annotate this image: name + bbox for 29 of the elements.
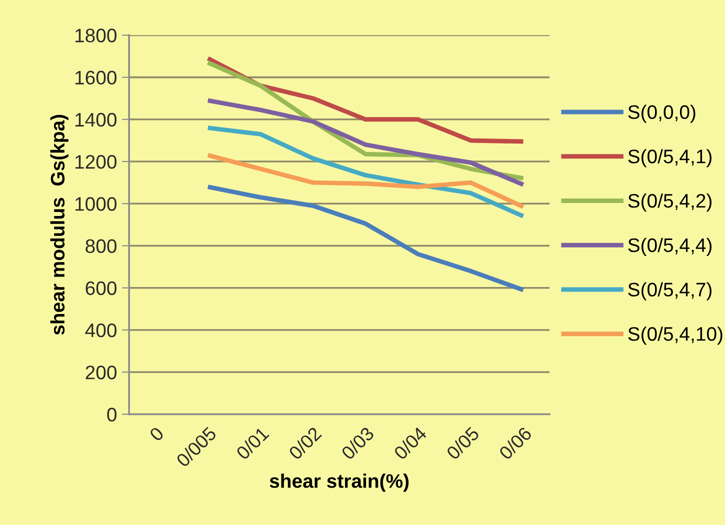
legend-label: S(0/5,4,4) (628, 238, 712, 256)
y-tick-label: 200 (86, 366, 116, 380)
y-tick-label: 800 (86, 239, 116, 253)
legend-label: S(0,0,0) (628, 104, 696, 123)
x-tick-label: 0/02 (288, 426, 322, 460)
x-tick-label: 0/05 (445, 426, 480, 460)
line-series (206, 98, 526, 187)
y-tick-label: 400 (85, 323, 116, 338)
line-series (206, 184, 526, 292)
y-tick-label: 1600 (75, 70, 116, 85)
legend-label: S(0/5,4,10) (628, 326, 722, 345)
y-tick-label: 0 (107, 408, 116, 422)
y-tick-label: 1400 (75, 112, 116, 127)
x-axis-title: shear strain(%) (270, 474, 409, 492)
y-tick-label: 1000 (75, 197, 116, 211)
x-tick-label: 0/01 (235, 426, 270, 460)
x-tick-label: 0/06 (498, 426, 532, 460)
legend-label: S(0/5,4,2) (628, 193, 712, 212)
y-tick-label: 1800 (75, 28, 116, 42)
x-tick-label: 0/04 (392, 426, 428, 460)
legend-label: S(0/5,4,1) (628, 149, 712, 168)
line-series (206, 152, 526, 210)
y-axis-title: shear modulus Gs(kpa) (50, 114, 68, 335)
y-tick-label: 600 (86, 281, 116, 296)
y-tick-label: 1200 (75, 154, 116, 169)
x-tick-label: 0 (148, 426, 165, 442)
x-tick-label: 0/03 (340, 426, 375, 460)
legend-label: S(0/5,4,7) (628, 282, 712, 300)
line-series (206, 126, 526, 218)
